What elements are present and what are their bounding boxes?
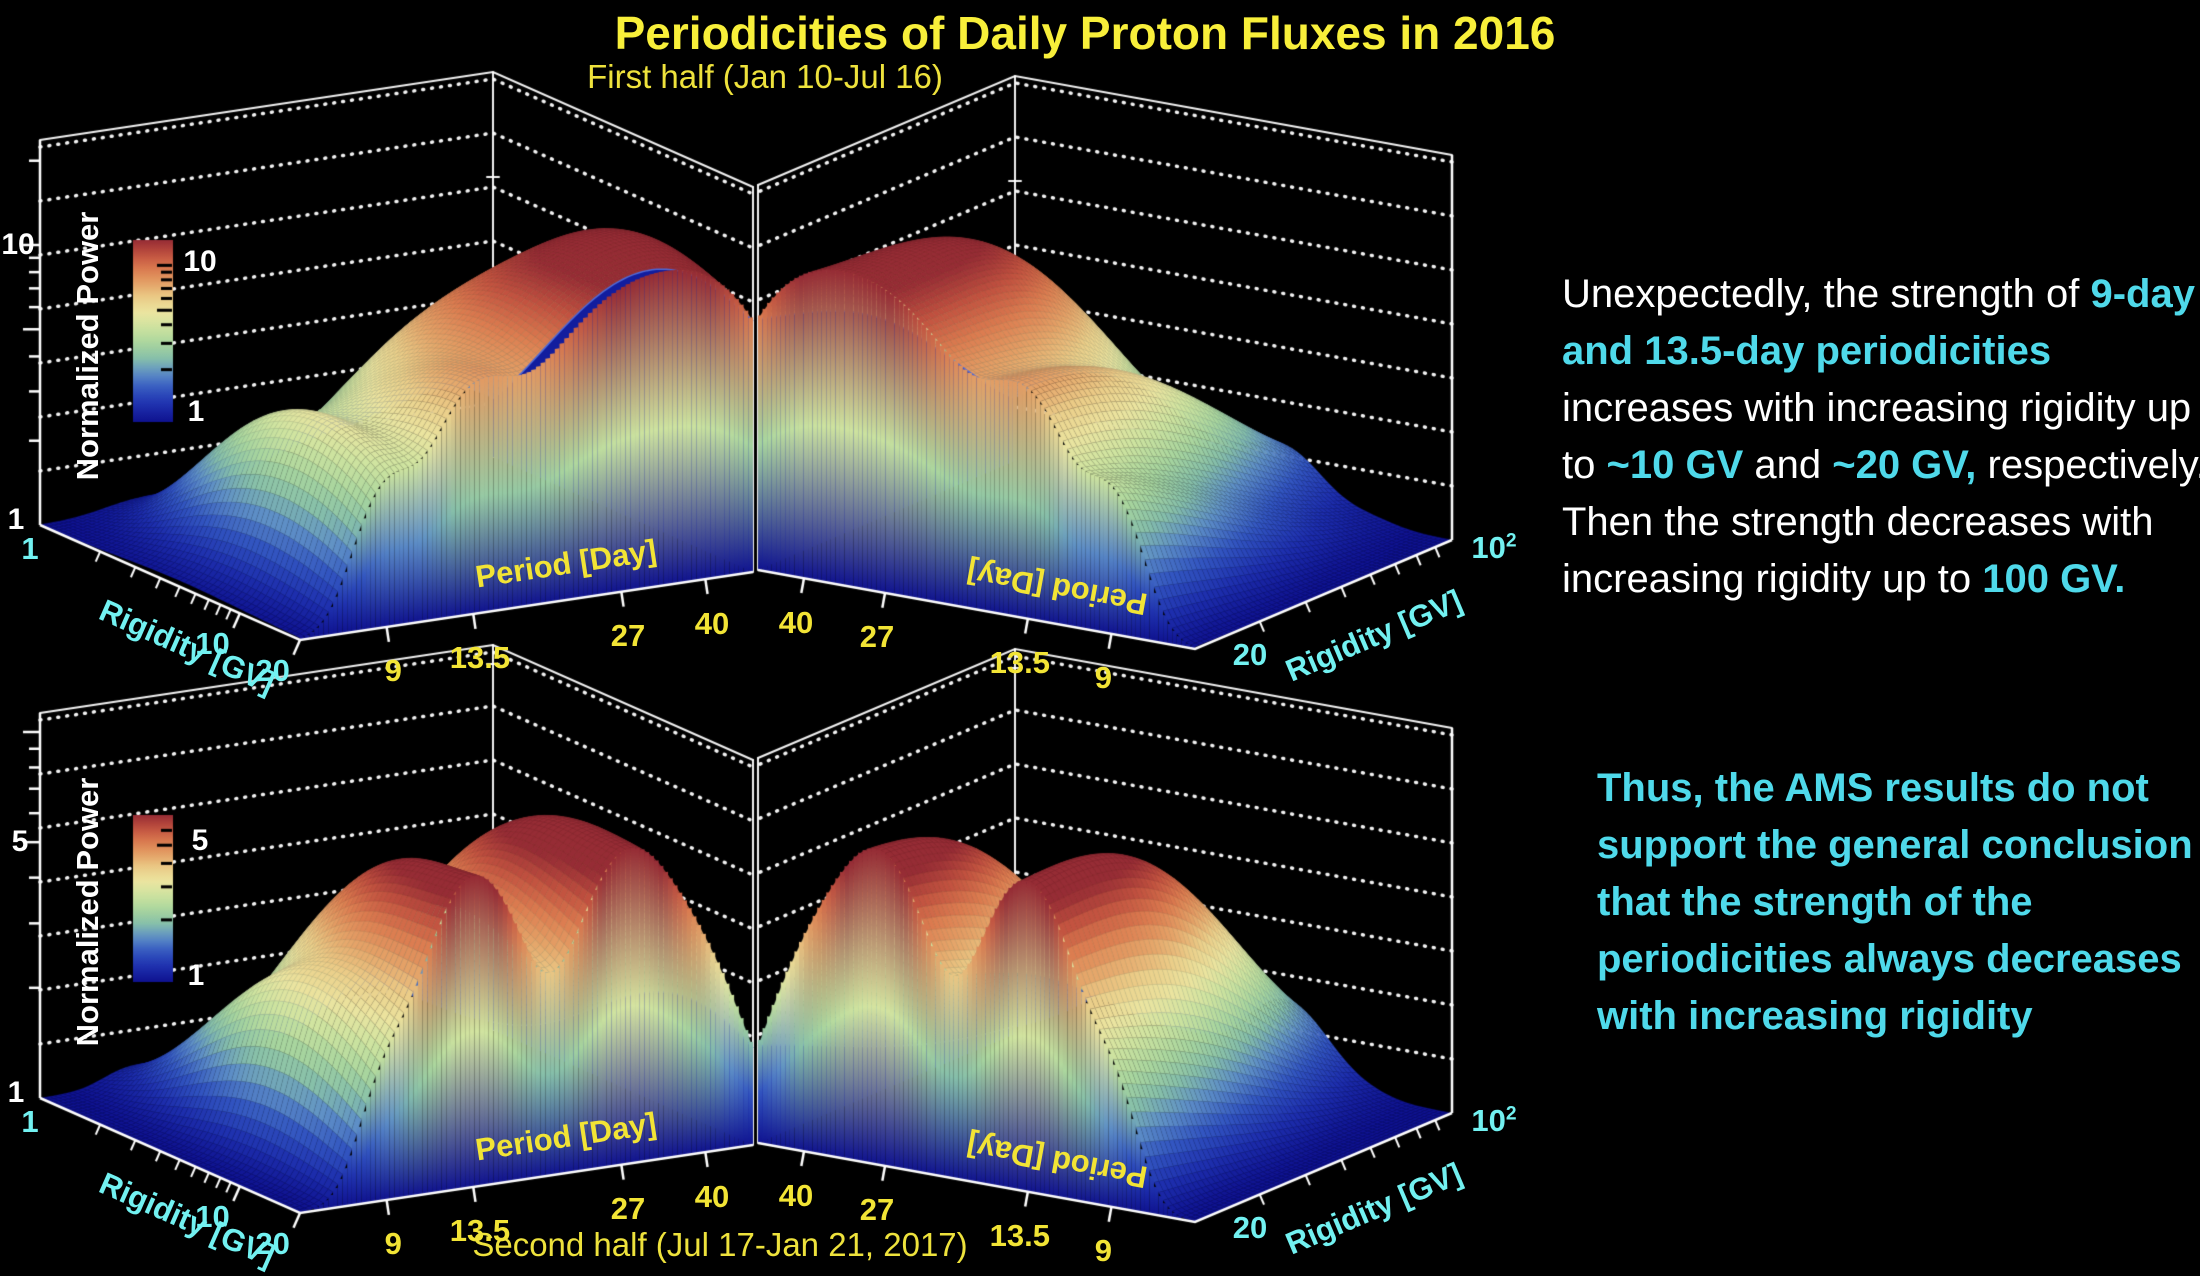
annotation-segment: increases with increasing rigidity up to	[1562, 386, 2192, 487]
period-tick-label: 13.5	[989, 645, 1051, 681]
page-title: Periodicities of Daily Proton Fluxes in …	[614, 7, 1556, 59]
period-tick-label: 13.5	[989, 1218, 1051, 1254]
period-tick-label: 13.5	[449, 640, 511, 676]
annotation-ams-conclusion: Thus, the AMS results do not support the…	[1597, 766, 2193, 1038]
z-min-label-top: 1	[7, 503, 25, 536]
period-tick-label: 9	[384, 1226, 402, 1262]
rigidity-tick-label: 20	[255, 1225, 290, 1261]
period-tick-label: 27	[610, 618, 646, 654]
rigidity-origin-label-top: 1	[21, 531, 39, 566]
rigidity-tick-label: 20	[1232, 1210, 1268, 1245]
rigidity-tick-label: 102	[1471, 530, 1517, 565]
annotation-segment: 100 GV.	[1982, 557, 2126, 601]
period-tick-label: 40	[778, 1177, 814, 1213]
annotation-segment: Unexpectedly, the strength of	[1562, 272, 2091, 316]
z-max-label-bottom: 5	[11, 825, 29, 858]
annotation-rigidity-dependence: Unexpectedly, the strength of 9-day and …	[1562, 266, 2200, 608]
rigidity-tick-label: 20	[255, 652, 290, 688]
period-tick-label: 27	[610, 1191, 646, 1227]
period-tick-label: 27	[859, 619, 895, 655]
annotation-segment: respectively. Then the strength decrease…	[1562, 443, 2200, 601]
colorbar-max-label-bottom: 5	[191, 824, 209, 857]
z-max-label-top: 10	[1, 228, 35, 261]
colorbar-min-label-bottom: 1	[187, 959, 205, 992]
period-tick-label: 27	[859, 1192, 895, 1228]
period-tick-label: 9	[1094, 660, 1113, 696]
period-tick-label: 9	[1094, 1233, 1113, 1269]
annotation-segment: and	[1743, 443, 1833, 487]
period-tick-label: 40	[694, 605, 730, 641]
rigidity-tick-label: 10	[195, 626, 230, 662]
subtitle-second-half: Second half (Jul 17-Jan 21, 2017)	[472, 1226, 968, 1263]
period-tick-label: 9	[384, 653, 402, 689]
annotation-segment: ~10 GV	[1606, 443, 1744, 487]
rigidity-tick-label: 10	[195, 1199, 230, 1235]
colorbar-title-bottom: Normalized Power	[70, 777, 105, 1047]
annotation-segment: ~20 GV,	[1832, 443, 1977, 487]
subtitle-first-half: First half (Jan 10-Jul 16)	[587, 58, 943, 95]
colorbar-max-label-top: 10	[183, 245, 217, 278]
annotation-segment: 9-day and 13.5-day periodicities	[1562, 272, 2195, 373]
period-tick-label: 40	[778, 604, 814, 640]
colorbar-min-label-top: 1	[187, 395, 205, 428]
colorbar-title-top: Normalized Power	[70, 211, 105, 481]
rigidity-tick-label: 20	[1232, 637, 1268, 672]
period-tick-label: 40	[694, 1178, 730, 1214]
z-min-label-bottom: 1	[7, 1076, 25, 1109]
rigidity-tick-label: 102	[1471, 1103, 1517, 1138]
period-tick-label: 13.5	[449, 1213, 511, 1249]
rigidity-origin-label-bottom: 1	[21, 1104, 39, 1139]
